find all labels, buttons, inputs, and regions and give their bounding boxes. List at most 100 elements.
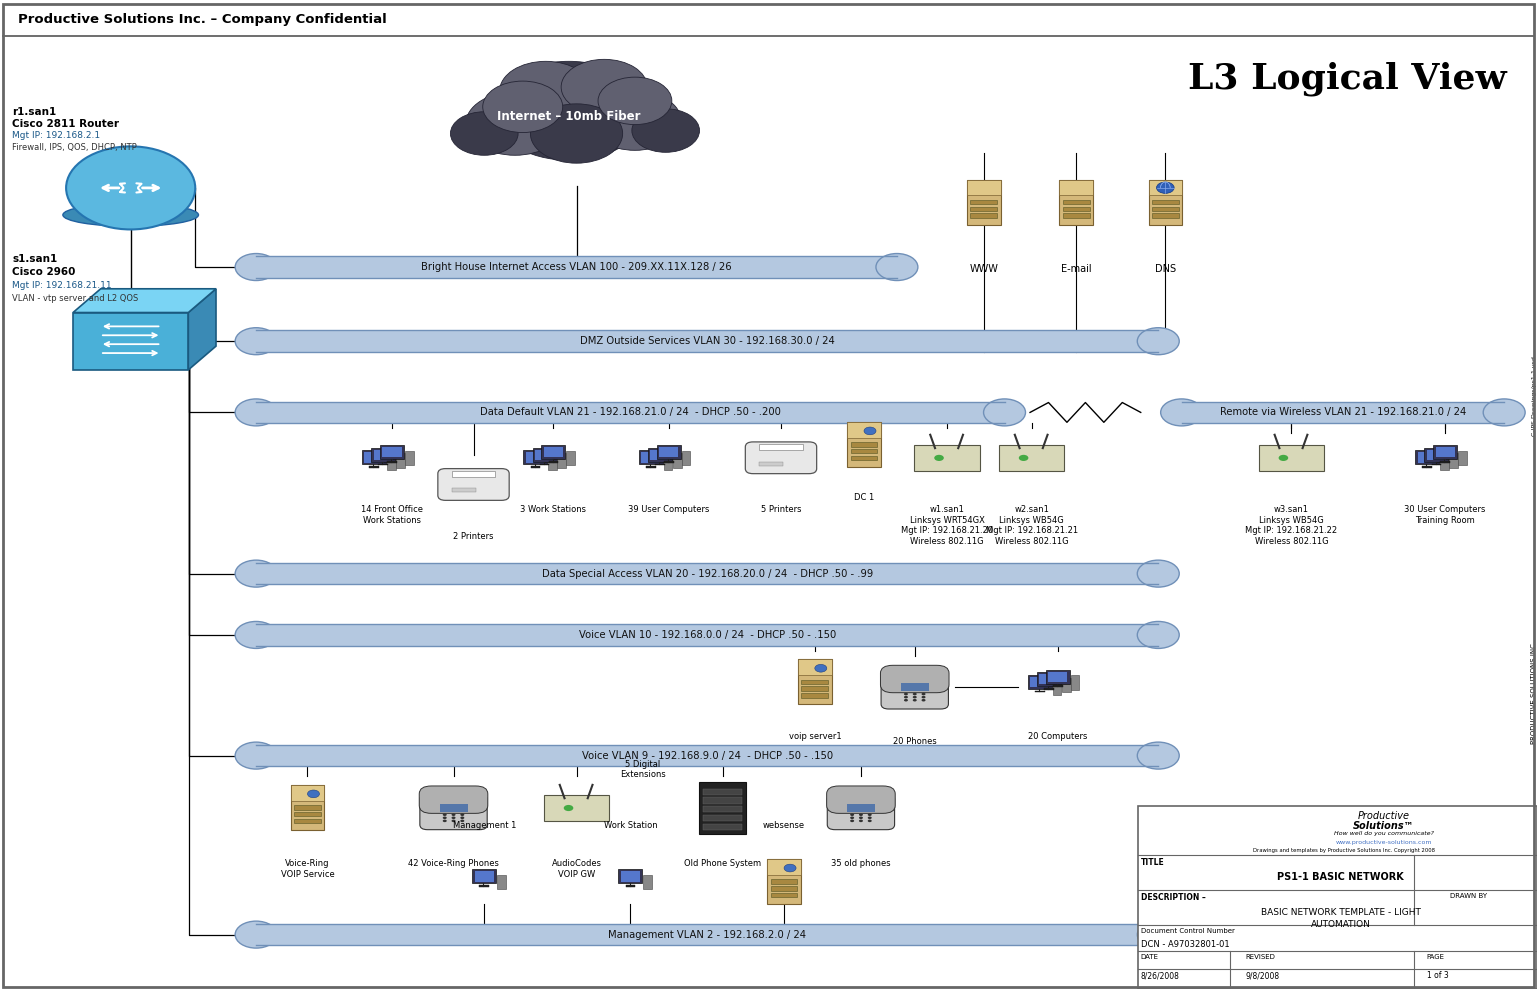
Circle shape [235, 327, 277, 355]
Text: How well do you communicate?: How well do you communicate? [1333, 831, 1433, 836]
Circle shape [984, 399, 1026, 426]
FancyBboxPatch shape [827, 794, 895, 830]
Bar [698, 781, 746, 835]
Bar [1149, 180, 1183, 196]
Text: Internet – 10mb Fiber: Internet – 10mb Fiber [497, 110, 641, 124]
Circle shape [66, 146, 195, 229]
Bar [1181, 402, 1504, 423]
Bar [767, 859, 801, 875]
Bar [291, 785, 325, 830]
Circle shape [531, 104, 623, 163]
Bar [1441, 461, 1450, 463]
Bar [395, 453, 404, 468]
Circle shape [443, 820, 446, 822]
Circle shape [452, 813, 455, 816]
Bar [767, 859, 801, 904]
Bar [549, 461, 558, 463]
Text: 5 Printers: 5 Printers [761, 505, 801, 514]
Bar [440, 804, 468, 812]
Text: r1.san1: r1.san1 [12, 107, 57, 117]
Text: w2.san1
Linksys WB54G
Mgt IP: 192.168.21.21
Wireless 802.11G: w2.san1 Linksys WB54G Mgt IP: 192.168.21… [986, 505, 1078, 546]
Bar [657, 445, 681, 459]
Text: 9/8/2008: 9/8/2008 [1246, 971, 1280, 980]
Polygon shape [72, 289, 215, 313]
Bar [380, 445, 404, 459]
Circle shape [500, 61, 592, 121]
Bar [452, 489, 475, 493]
Text: websense: websense [763, 821, 804, 830]
Bar [480, 885, 489, 887]
Circle shape [1137, 560, 1180, 587]
Bar [1027, 674, 1052, 689]
Bar [703, 806, 741, 812]
Bar [497, 875, 506, 889]
Bar [1432, 464, 1441, 465]
Bar [404, 451, 414, 465]
Text: 42 Voice-Ring Phones: 42 Voice-Ring Phones [408, 859, 498, 868]
Circle shape [235, 621, 277, 649]
Text: PAGE: PAGE [1427, 954, 1444, 960]
Text: 39 User Computers: 39 User Computers [628, 505, 709, 514]
Circle shape [1278, 455, 1289, 461]
Bar [798, 660, 832, 704]
Bar [526, 452, 544, 463]
Bar [664, 461, 674, 463]
Circle shape [1137, 327, 1180, 355]
Bar [970, 207, 997, 211]
Circle shape [235, 560, 277, 587]
Text: PS1-1 BASIC NETWORK: PS1-1 BASIC NETWORK [1277, 872, 1404, 882]
Bar [647, 448, 672, 462]
FancyBboxPatch shape [881, 674, 949, 709]
Bar [257, 256, 897, 278]
Bar [621, 871, 640, 881]
Circle shape [1161, 399, 1203, 426]
Circle shape [912, 696, 917, 698]
Circle shape [443, 817, 446, 819]
Circle shape [235, 253, 277, 281]
Bar [294, 805, 321, 810]
Bar [1061, 677, 1070, 692]
Circle shape [466, 92, 564, 155]
Bar [369, 466, 378, 468]
Bar [638, 450, 663, 465]
Text: s1.san1: s1.san1 [12, 254, 57, 264]
Text: 14 Front Office
Work Stations: 14 Front Office Work Stations [361, 505, 423, 525]
Text: 20 Computers: 20 Computers [1027, 732, 1087, 741]
Text: Voice VLAN 9 - 192.168.9.0 / 24  - DHCP .50 - .150: Voice VLAN 9 - 192.168.9.0 / 24 - DHCP .… [581, 751, 832, 761]
Circle shape [867, 813, 872, 816]
Text: Cisco 2960: Cisco 2960 [12, 267, 75, 277]
Bar [1449, 453, 1458, 468]
Bar [760, 444, 803, 450]
Bar [1060, 180, 1094, 196]
Bar [1060, 180, 1094, 225]
Bar [771, 879, 798, 884]
Bar [901, 683, 929, 691]
Text: voip server1: voip server1 [789, 732, 841, 741]
Circle shape [851, 813, 854, 816]
Bar [1152, 207, 1178, 211]
Bar [967, 180, 1001, 225]
Circle shape [921, 696, 926, 698]
Circle shape [483, 81, 563, 133]
Bar [801, 693, 829, 697]
Bar [257, 330, 1158, 352]
Bar [967, 180, 1001, 196]
Circle shape [1483, 399, 1526, 426]
Bar [472, 869, 497, 883]
Bar [1047, 672, 1067, 681]
Bar [1458, 451, 1467, 465]
Bar [1037, 673, 1061, 686]
Circle shape [451, 112, 518, 155]
Bar [651, 450, 669, 460]
Bar [801, 679, 829, 684]
Bar [294, 812, 321, 816]
Bar [851, 456, 878, 460]
Bar [771, 893, 798, 897]
FancyBboxPatch shape [438, 469, 509, 500]
Circle shape [904, 692, 907, 695]
Circle shape [912, 699, 917, 701]
Bar [294, 819, 321, 823]
Text: 20 Phones: 20 Phones [894, 737, 937, 746]
Text: DESCRIPTION –: DESCRIPTION – [1141, 893, 1206, 902]
Bar [798, 660, 832, 675]
